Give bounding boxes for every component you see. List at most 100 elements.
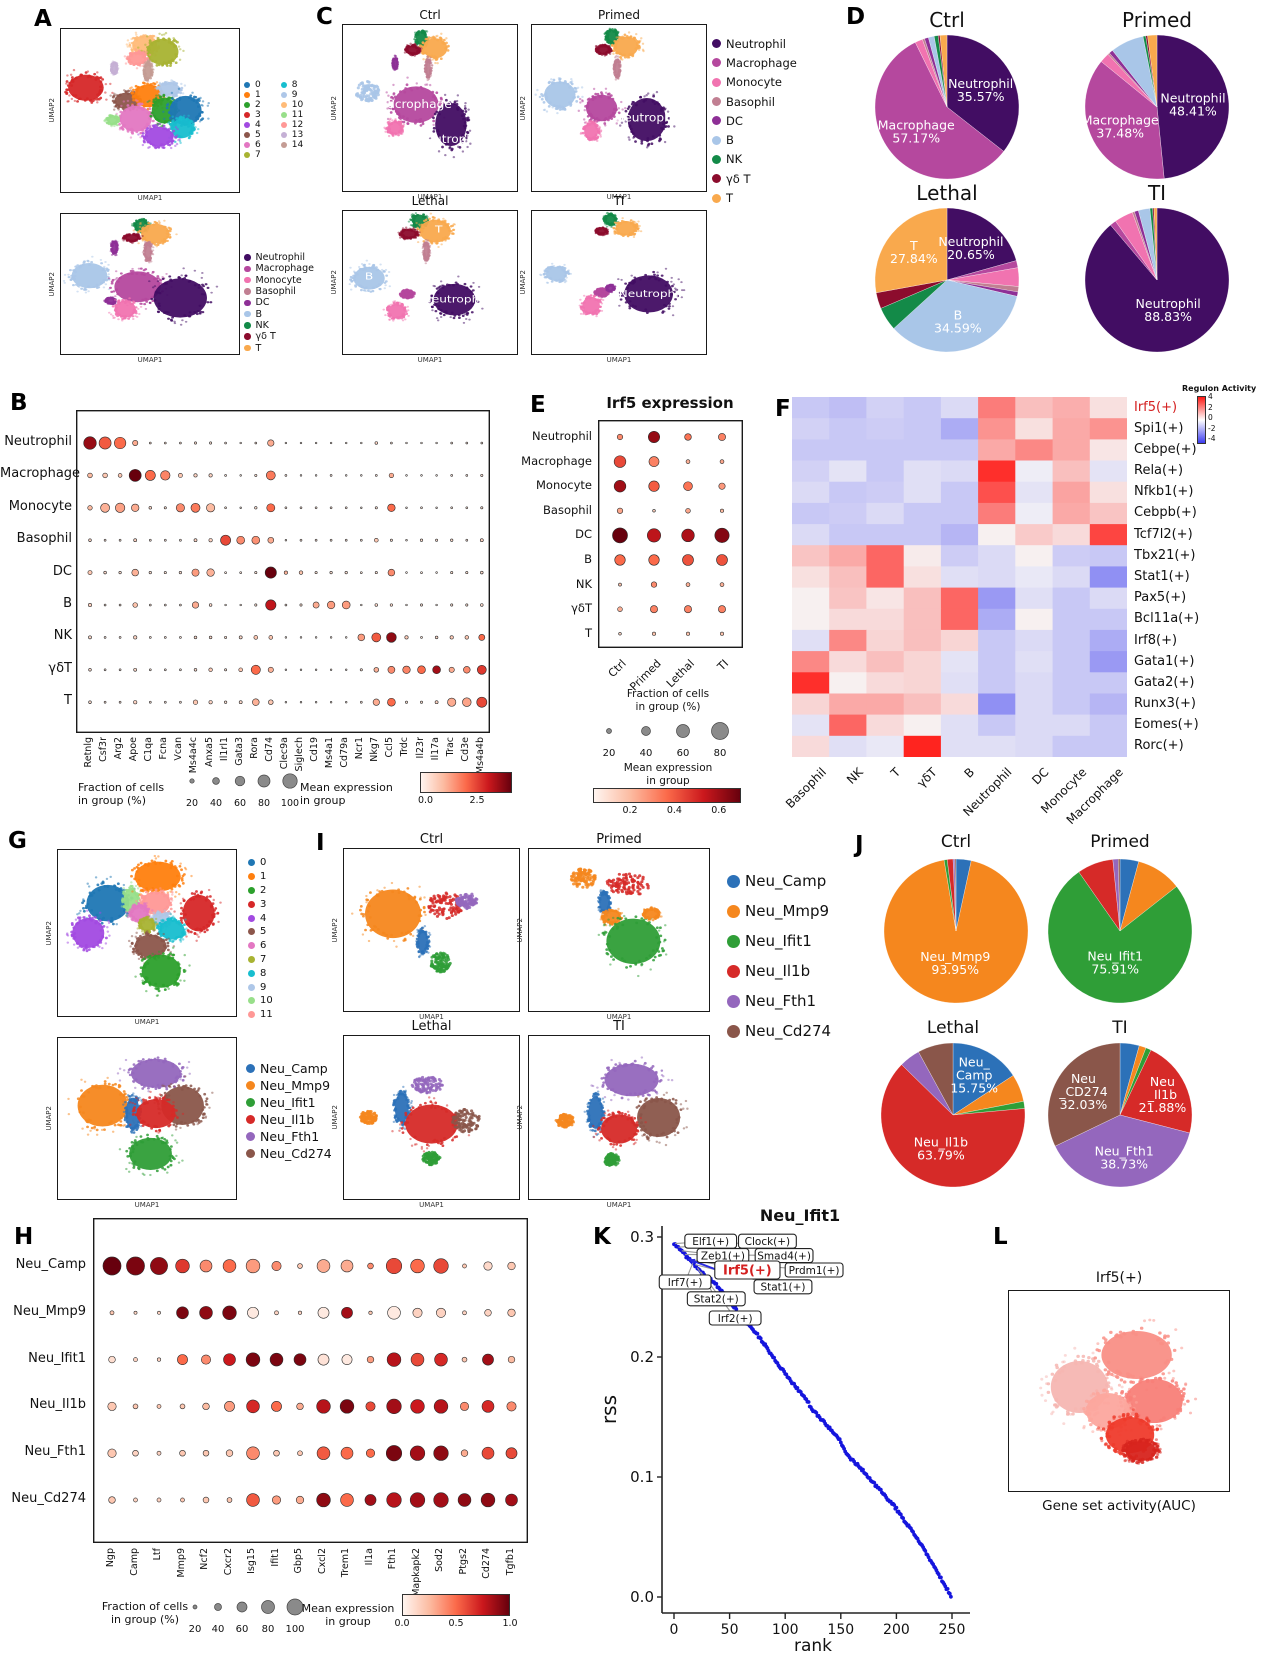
gene-label-Vcan: Vcan	[173, 737, 185, 761]
panelG-cluster-legend: 0 1 2 3 4 5 6 7 8 9 10 11	[248, 856, 273, 1022]
legend-item: NK	[244, 320, 314, 331]
panelB-fraction-legend-title: Fraction of cells in group (%)	[78, 781, 165, 807]
legend-label: Neutrophil	[726, 36, 786, 51]
panelB-colorbar	[420, 772, 512, 793]
legend-label: 6	[260, 940, 267, 952]
legend-item: Neu_Mmp9	[246, 1077, 332, 1094]
legend-item: 1	[248, 870, 273, 884]
panelD-pie-TI: Neutrophil 88.83%	[1084, 207, 1230, 353]
legend-label: 11	[260, 1009, 273, 1021]
panelE-colorbar	[593, 788, 741, 803]
legend-label: 3	[260, 898, 267, 910]
legend-label: 9	[260, 981, 267, 993]
gene-label-Ncr1: Ncr1	[354, 737, 366, 760]
legend-color-dot	[248, 859, 255, 867]
row-label-B: B	[63, 595, 72, 611]
legend-item: Neu_Fth1	[727, 986, 831, 1016]
panelI-subset-legend: Neu_Camp Neu_Mmp9 Neu_Ifit1 Neu_Il1b Neu_Fth…	[727, 866, 831, 1046]
fraction-tick: 100	[285, 1624, 305, 1635]
legend-item: 7	[244, 150, 261, 160]
legend-label: B	[726, 133, 734, 148]
fraction-tick: 40	[209, 798, 223, 809]
panelD-pie-Primed-title: Primed	[1122, 8, 1192, 32]
legend-item: Neutrophil	[712, 34, 797, 53]
legend-color-dot	[244, 322, 251, 329]
panelH-fraction-legend	[192, 1598, 304, 1616]
panel-letter-C: C	[316, 4, 333, 30]
row-label-Neu_Ifit1: Neu_Ifit1	[28, 1350, 86, 1366]
legend-item: γδ T	[712, 169, 797, 188]
legend-color-dot	[248, 1011, 255, 1019]
legend-label: 0	[260, 857, 267, 869]
legend-item: 0	[244, 80, 261, 90]
gene-label-Fth1: Fth1	[387, 1548, 398, 1570]
panelF-legend-tick: 2	[1208, 402, 1213, 412]
fraction-tick: 20	[185, 798, 199, 809]
legend-label: Neu_Ifit1	[745, 932, 812, 950]
panelE-fraction-legend	[606, 722, 729, 740]
fraction-tick: 60	[235, 1624, 249, 1635]
legend-color-dot	[248, 886, 255, 894]
legend-label: 9	[291, 90, 298, 100]
gene-label-Sod2: Sod2	[434, 1548, 445, 1572]
legend-item: 13	[280, 130, 304, 140]
umap1-axis-label: UMAP1	[606, 1201, 632, 1209]
legend-label: T	[726, 191, 734, 206]
legend-label: 8	[291, 80, 298, 90]
legend-color-dot	[244, 333, 251, 340]
umap2-axis-label: UMAP2	[516, 1105, 524, 1130]
legend-item: DC	[712, 111, 797, 130]
pie-slice-Macrophage	[874, 42, 1004, 180]
umap1-axis-label: UMAP1	[417, 193, 443, 201]
gene-label-Nkg7: Nkg7	[369, 737, 381, 762]
legend-item: Neu_Il1b	[727, 956, 831, 986]
legend-color-dot	[712, 116, 721, 126]
legend-color-dot	[244, 265, 251, 273]
regulon-label-Gata1(+): Gata1(+)	[1134, 653, 1195, 669]
umap2-axis-label: UMAP2	[48, 98, 56, 123]
legend-item: 6	[248, 939, 273, 953]
row-label-Neu_Il1b: Neu_Il1b	[29, 1397, 86, 1413]
pie-slice-Neu_Il1b	[1119, 1049, 1193, 1134]
pie-slice-Neu_Cd274	[954, 858, 957, 932]
legend-item: NK	[712, 150, 797, 169]
row-label-Monocyte: Monocyte	[8, 498, 72, 514]
legend-item: Neu_Fth1	[246, 1128, 332, 1145]
umap2-axis-label: UMAP2	[331, 917, 339, 943]
colorbar-tick: 0.4	[666, 805, 682, 816]
colorbar-tick: 0.5	[448, 1618, 464, 1629]
gene-label-Cxcr2: Cxcr2	[222, 1548, 234, 1576]
pie-slice-T	[874, 207, 948, 293]
umap1-axis-label: UMAP1	[417, 356, 443, 364]
regulon-label-Gata2(+): Gata2(+)	[1134, 674, 1195, 690]
legend-color-dot	[727, 874, 740, 888]
panelB-mean-legend-title: Mean expression in group	[300, 781, 393, 807]
legend-label: 2	[260, 884, 267, 896]
legend-item: Neu_Camp	[246, 1060, 332, 1077]
regulon-label-Cebpb(+): Cebpb(+)	[1134, 505, 1197, 521]
panelH-colorbar	[402, 1594, 510, 1616]
regulon-label-Cebpe(+): Cebpe(+)	[1134, 441, 1197, 457]
panelH-fraction-legend-title: Fraction of cells in group (%)	[101, 1600, 189, 1626]
svg-text:Neutrophil: Neutrophil	[619, 288, 682, 300]
panel-letter-G: G	[8, 828, 27, 854]
legend-label: 6	[255, 140, 261, 150]
legend-color-dot	[246, 1098, 255, 1107]
gene-label-Trem1: Trem1	[340, 1548, 351, 1578]
legend-label: Basophil	[255, 286, 296, 298]
panel-letter-H: H	[14, 1224, 34, 1250]
umap1-axis-label: UMAP1	[134, 1018, 160, 1026]
legend-color-dot	[246, 1149, 255, 1158]
row-label-DC: DC	[575, 527, 592, 542]
legend-color-dot	[712, 135, 721, 145]
row-label-Neu_Cd274: Neu_Cd274	[11, 1490, 86, 1506]
umap1-axis-label: UMAP1	[419, 1013, 444, 1021]
legend-label: 13	[291, 130, 304, 140]
regulon-label-Rorc(+): Rorc(+)	[1134, 738, 1184, 754]
legend-label: 1	[255, 90, 261, 100]
